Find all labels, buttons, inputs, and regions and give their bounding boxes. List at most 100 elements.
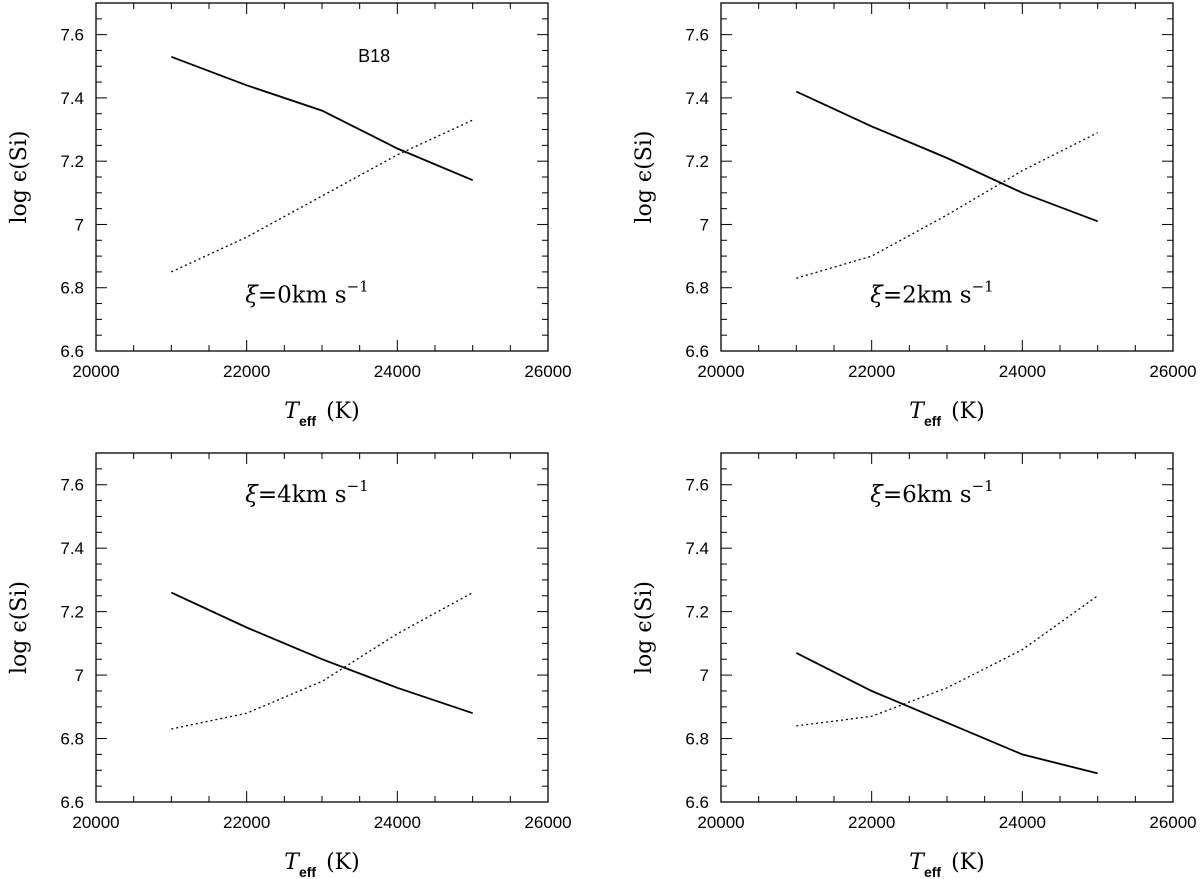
- epsilon-symbol: ϵ: [7, 620, 32, 632]
- annotation-text: =4km s: [258, 482, 347, 508]
- annotation-superscript: −1: [972, 277, 994, 295]
- series-line-solid: [170, 591, 473, 715]
- x-axis-title-unit: (K): [326, 399, 360, 424]
- x-axis-title-unit: (K): [326, 850, 360, 875]
- xi-symbol: ξ: [870, 282, 884, 308]
- y-tick-label: 7.4: [60, 89, 84, 108]
- x-tick-label: 26000: [1149, 813, 1196, 832]
- annotation-text: =2km s: [883, 282, 972, 308]
- x-tick-label: 22000: [223, 813, 270, 832]
- epsilon-symbol: ϵ: [7, 170, 32, 182]
- y-axis-title: log ϵ(Si): [632, 581, 657, 674]
- x-tick-label: 26000: [524, 813, 571, 832]
- x-axis-title-subscript: eff: [299, 864, 316, 879]
- xi-symbol: ξ: [870, 482, 884, 508]
- epsilon-symbol: ϵ: [632, 170, 657, 182]
- microturbulence-annotation: ξ=2km s−1: [870, 277, 994, 308]
- series-line-solid: [795, 90, 1099, 223]
- y-tick-label: 6.8: [60, 279, 84, 298]
- microturbulence-annotation: ξ=0km s−1: [245, 277, 369, 308]
- y-axis-title: log ϵ(Si): [7, 131, 32, 224]
- y-tick-label: 6.8: [60, 730, 84, 749]
- y-tick-label: 7.6: [685, 26, 709, 45]
- y-tick-label: 6.6: [685, 342, 709, 361]
- x-tick-label: 22000: [223, 362, 270, 381]
- x-axis-title-unit: (K): [951, 850, 985, 875]
- panel-tag: B18: [358, 46, 390, 66]
- annotation-text: =6km s: [883, 482, 972, 508]
- y-axis-title-suffix: (Si): [7, 131, 32, 170]
- x-axis-title: Teff (K): [909, 399, 984, 429]
- y-axis-title-suffix: (Si): [632, 131, 657, 170]
- series-line-solid: [170, 55, 474, 182]
- y-tick-label: 7.6: [685, 476, 709, 495]
- annotation-superscript: −1: [347, 277, 369, 295]
- x-axis-title: Teff (K): [284, 399, 359, 429]
- series-line-dotted: [796, 595, 1099, 727]
- x-tick-label: 24000: [999, 362, 1046, 381]
- y-tick-label: 7.2: [60, 603, 84, 622]
- x-tick-label: 24000: [999, 813, 1046, 832]
- y-tick-label: 7.6: [60, 476, 84, 495]
- y-tick-label: 7.2: [685, 603, 709, 622]
- chart-panel-4: 20000 22000 24000 26000 6.6 6.8 7 7.2 7.4 7.6 log …: [632, 452, 1197, 879]
- x-axis-title-subscript: eff: [299, 413, 316, 429]
- y-axis-title-prefix: log: [7, 633, 32, 674]
- y-axis-title: log ϵ(Si): [7, 581, 32, 674]
- x-tick-label: 26000: [524, 362, 571, 381]
- chart-panel-2: 20000 22000 24000 26000 6.6 6.8 7 7.2 7.4 7.6 log …: [632, 2, 1197, 429]
- series-line-dotted: [171, 119, 473, 273]
- y-tick-label: 7.6: [60, 26, 84, 45]
- y-axis-title-suffix: (Si): [632, 581, 657, 620]
- annotation-superscript: −1: [972, 477, 994, 495]
- y-tick-label: 7.2: [685, 152, 709, 171]
- x-tick-label: 20000: [72, 362, 119, 381]
- chart-panel-1: 20000 22000 24000 26000 6.6 6.8 7 7.2 7.4 7.6 log …: [7, 2, 572, 429]
- y-tick-label: 7: [700, 666, 709, 685]
- y-tick-label: 6.8: [685, 279, 709, 298]
- y-tick-label: 7.2: [60, 152, 84, 171]
- x-tick-label: 24000: [374, 813, 421, 832]
- annotation-superscript: −1: [347, 477, 369, 495]
- x-tick-label: 20000: [697, 813, 744, 832]
- y-tick-label: 7.4: [60, 539, 84, 558]
- y-tick-label: 6.8: [685, 730, 709, 749]
- x-tick-label: 20000: [697, 362, 744, 381]
- annotation-text: =0km s: [258, 282, 347, 308]
- x-axis-title-main: T: [284, 850, 301, 875]
- y-tick-label: 7: [75, 666, 84, 685]
- series-line-dotted: [796, 132, 1098, 279]
- y-tick-label: 7: [700, 215, 709, 234]
- xi-symbol: ξ: [245, 482, 259, 508]
- microturbulence-annotation: ξ=4km s−1: [245, 477, 369, 508]
- y-tick-label: 6.6: [60, 342, 84, 361]
- x-tick-label: 24000: [374, 362, 421, 381]
- x-axis-title-main: T: [909, 850, 926, 875]
- x-tick-label: 22000: [848, 362, 895, 381]
- microturbulence-annotation: ξ=6km s−1: [870, 477, 994, 508]
- x-tick-label: 22000: [848, 813, 895, 832]
- x-axis-title-main: T: [284, 399, 301, 424]
- x-axis-title: Teff (K): [909, 850, 984, 879]
- x-tick-label: 20000: [72, 813, 119, 832]
- y-axis-title-prefix: log: [632, 633, 657, 674]
- chart-panel-3: 20000 22000 24000 26000 6.6 6.8 7 7.2 7.4 7.6 log …: [7, 452, 572, 879]
- y-tick-label: 6.6: [60, 793, 84, 812]
- xi-symbol: ξ: [245, 282, 259, 308]
- epsilon-symbol: ϵ: [632, 620, 657, 632]
- y-axis-title-suffix: (Si): [7, 581, 32, 620]
- y-axis-title-prefix: log: [632, 182, 657, 223]
- y-tick-label: 7.4: [685, 539, 709, 558]
- x-axis-title-main: T: [909, 399, 926, 424]
- series-line-solid: [795, 652, 1098, 775]
- x-axis-title-subscript: eff: [924, 413, 941, 429]
- x-axis-title-subscript: eff: [924, 864, 941, 879]
- y-tick-label: 7.4: [685, 89, 709, 108]
- x-axis-title: Teff (K): [284, 850, 359, 879]
- y-tick-label: 7: [75, 215, 84, 234]
- series-line-dotted: [171, 592, 474, 730]
- y-axis-title-prefix: log: [7, 182, 32, 223]
- x-axis-title-unit: (K): [951, 399, 985, 424]
- y-axis-title: log ϵ(Si): [632, 131, 657, 224]
